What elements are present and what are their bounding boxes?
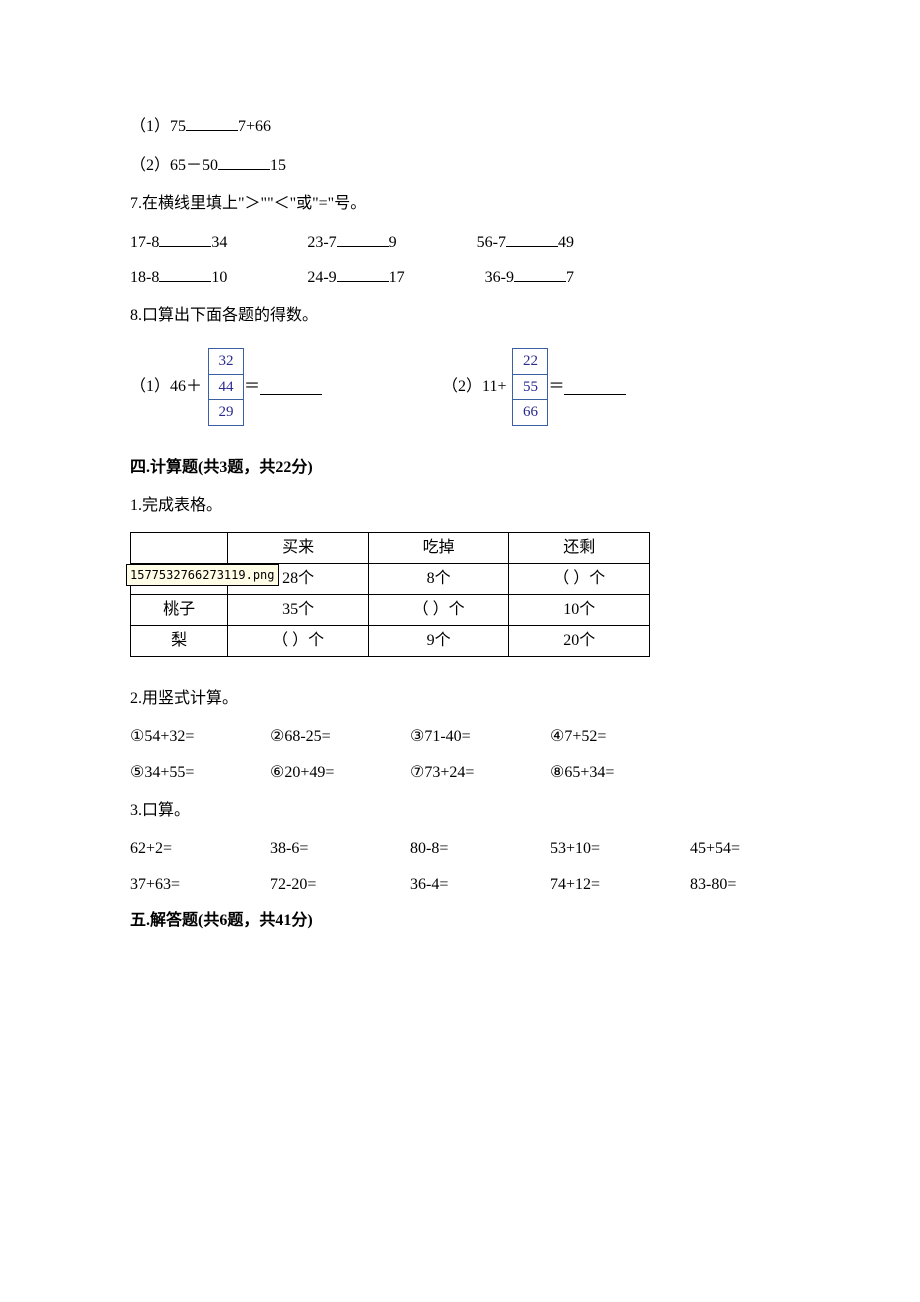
q2-r1-3: ③71-40= [410,725,500,749]
q7-title: 7.在横线里填上"＞""＜"或"="号。 [130,192,790,216]
q8-a-n2: 44 [209,375,243,401]
q3-r2-3: 36-4= [410,873,500,897]
q7-row2: 18-810 24-917 36-97 [130,265,790,290]
q8-a-label: （1）46＋ [130,375,202,399]
q3-r1-2: 38-6= [270,837,360,861]
q2-r1-4: ④7+52= [550,725,640,749]
q6-a-prefix: （1）75 [130,118,186,135]
q3-r1-3: 80-8= [410,837,500,861]
tooltip-filename: 1577532766273119.png [126,564,279,586]
q6-b-suffix: 15 [270,157,286,174]
q7-r2-c: 36-97 [485,265,574,290]
table-row: 桃子 35个 （ ）个 10个 [131,594,650,625]
q8-b-n2: 55 [513,375,547,401]
q8-title: 8.口算出下面各题的得数。 [130,304,790,328]
q8-b-blank[interactable] [564,378,626,395]
td-r2-c0: 梨 [131,625,228,656]
q7-r2-b: 24-917 [307,265,404,290]
q8-b-n3: 66 [513,400,547,425]
q8-a-n1: 32 [209,349,243,375]
q7-r2-a-blank[interactable] [159,265,211,282]
q2-r1-1: ①54+32= [130,725,220,749]
td-r2-c1[interactable]: （ ）个 [228,625,369,656]
q3-r2-4: 74+12= [550,873,640,897]
q7-r1-b-blank[interactable] [337,230,389,247]
q8-a-n3: 29 [209,400,243,425]
q7-r1-c: 56-749 [477,230,574,255]
q8-a: （1）46＋ 32 44 29 ＝ [130,348,322,426]
th-2: 吃掉 [368,532,509,563]
q8-row: （1）46＋ 32 44 29 ＝ （2）11+ 22 55 66 ＝ [130,348,790,426]
td-r2-c3: 20个 [509,625,650,656]
sec4-q1-title: 1.完成表格。 [130,494,790,518]
th-1: 买来 [228,532,369,563]
q6-a-blank[interactable] [186,114,238,131]
q2-r2-1: ⑤34+55= [130,761,220,785]
q3-r2-5: 83-80= [690,873,780,897]
table-row: 梨 （ ）个 9个 20个 [131,625,650,656]
q2-r2-3: ⑦73+24= [410,761,500,785]
q2-r1-2: ②68-25= [270,725,360,749]
q8-b: （2）11+ 22 55 66 ＝ [442,348,626,426]
q8-b-eq: ＝ [548,375,564,399]
q7-r2-c-blank[interactable] [514,265,566,282]
fruit-table: 买来 吃掉 还剩 苹果 28个 8个 （ ）个 桃子 35个 （ ）个 10个 … [130,532,650,657]
td-r1-c3: 10个 [509,594,650,625]
q7-r1-c-blank[interactable] [506,230,558,247]
td-r1-c1: 35个 [228,594,369,625]
td-r2-c2: 9个 [368,625,509,656]
q3-r2-1: 37+63= [130,873,220,897]
q3-r1-1: 62+2= [130,837,220,861]
q7-r2-b-blank[interactable] [337,265,389,282]
q7-r1-b: 23-79 [307,230,396,255]
q8-b-stack: 22 55 66 [512,348,548,426]
q3-row1: 62+2= 38-6= 80-8= 53+10= 45+54= [130,837,790,861]
q3-r1-5: 45+54= [690,837,780,861]
sec4-q2-title: 2.用竖式计算。 [130,687,790,711]
sec4-q3-title: 3.口算。 [130,799,790,823]
sec4-title: 四.计算题(共3题，共22分) [130,456,790,480]
q3-r1-4: 53+10= [550,837,640,861]
q6-a-suffix: 7+66 [238,118,271,135]
th-3: 还剩 [509,532,650,563]
q2-r2-2: ⑥20+49= [270,761,360,785]
q8-a-eq: ＝ [244,375,260,399]
q3-row2: 37+63= 72-20= 36-4= 74+12= 83-80= [130,873,790,897]
q6-part1: （1）75 7+66 [130,114,790,139]
td-r1-c0: 桃子 [131,594,228,625]
sec5-title: 五.解答题(共6题，共41分) [130,909,790,933]
td-r0-c2: 8个 [368,563,509,594]
td-r1-c2[interactable]: （ ）个 [368,594,509,625]
q6-b-blank[interactable] [218,153,270,170]
q8-b-n1: 22 [513,349,547,375]
q8-b-label: （2）11+ [442,375,506,399]
q2-r2-4: ⑧65+34= [550,761,640,785]
q7-r1-a-blank[interactable] [159,230,211,247]
q7-row1: 17-834 23-79 56-749 [130,230,790,255]
table-header-row: 买来 吃掉 还剩 [131,532,650,563]
q8-a-blank[interactable] [260,378,322,395]
q7-r1-a: 17-834 [130,230,227,255]
th-0 [131,532,228,563]
q3-r2-2: 72-20= [270,873,360,897]
q6-part2: （2）65－50 15 [130,153,790,178]
q2-row2: ⑤34+55= ⑥20+49= ⑦73+24= ⑧65+34= [130,761,790,785]
q7-r2-a: 18-810 [130,265,227,290]
q6-b-prefix: （2）65－50 [130,157,218,174]
q2-row1: ①54+32= ②68-25= ③71-40= ④7+52= [130,725,790,749]
td-r0-c3[interactable]: （ ）个 [509,563,650,594]
table-wrap: 1577532766273119.png 买来 吃掉 还剩 苹果 28个 8个 … [130,532,790,657]
q8-a-stack: 32 44 29 [208,348,244,426]
